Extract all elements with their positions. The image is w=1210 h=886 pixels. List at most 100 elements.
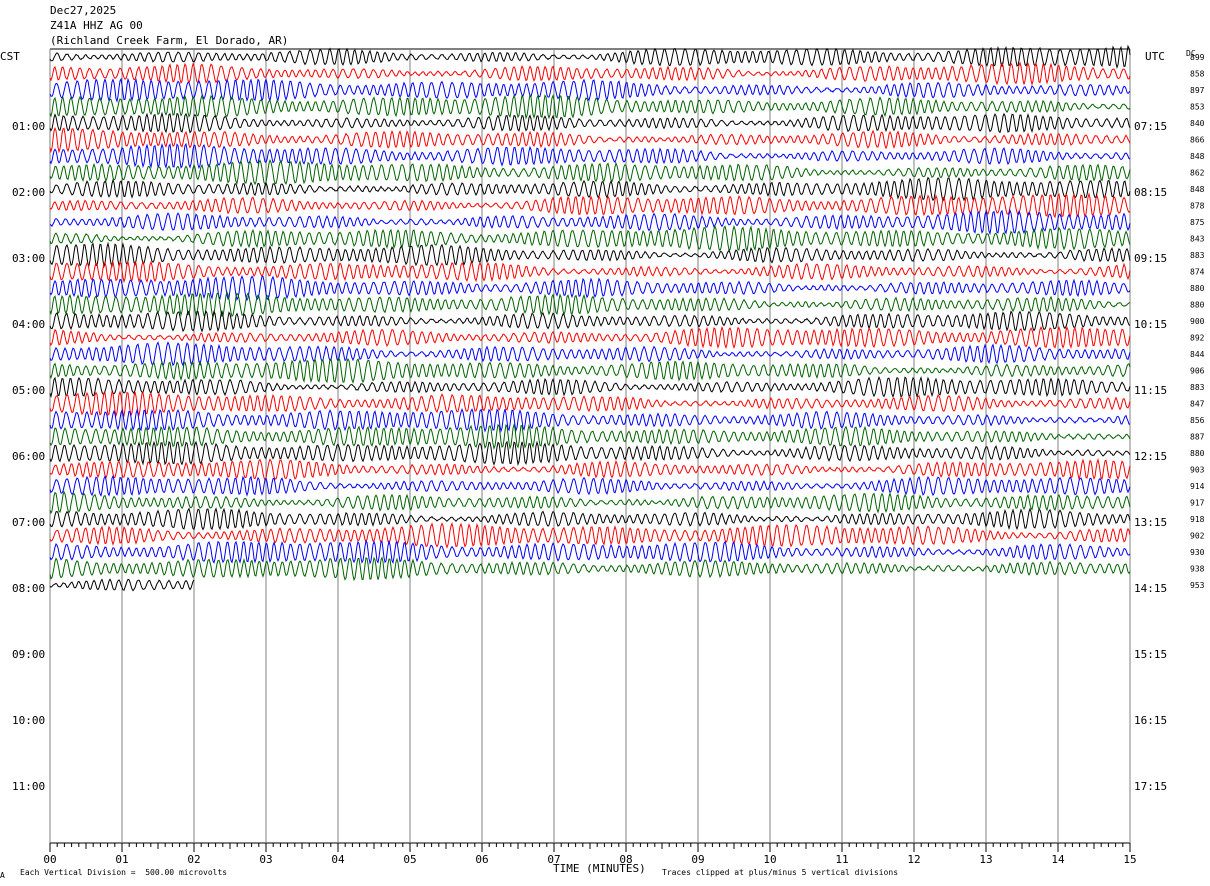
trace-line [49,93,1131,120]
trace-line [49,440,1131,467]
trace-line [49,111,1131,134]
dc-offset-label: 897 [1190,86,1205,95]
trace-line [49,126,1131,154]
header-date: Dec27,2025 [50,4,117,17]
trace-line [49,474,1131,497]
trace-line [49,61,1131,86]
dc-offset-label: 878 [1190,202,1205,211]
dc-offset-label: 848 [1190,185,1205,194]
cst-label: CST [0,50,20,63]
dc-offset-label: 847 [1190,400,1205,409]
dc-offset-label: 848 [1190,152,1205,161]
dc-offset-label: 880 [1190,449,1205,458]
x-tick-label: 09 [691,853,704,866]
dc-offset-label: 862 [1190,169,1205,178]
dc-offset-label: 874 [1190,268,1205,277]
utc-hour-label: 15:15 [1134,648,1167,661]
dc-offset-label: 887 [1190,433,1205,442]
x-tick-label: 06 [475,853,488,866]
trace-line [49,192,1131,219]
cst-hour-label: 07:00 [12,516,45,529]
x-tick-label: 03 [259,853,272,866]
trace-line [49,423,1131,450]
x-tick-label: 14 [1051,853,1065,866]
dc-offset-label: 900 [1190,317,1205,326]
x-tick-label: 05 [403,853,416,866]
utc-hour-label: 17:15 [1134,780,1167,793]
cst-hour-label: 04:00 [12,318,45,331]
cst-hour-label: 08:00 [12,582,45,595]
cst-hour-label: 11:00 [12,780,45,793]
dc-offset-label: 858 [1190,70,1205,79]
x-tick-label: 15 [1123,853,1136,866]
dc-offset-label: 856 [1190,416,1205,425]
cst-hour-label: 05:00 [12,384,45,397]
dc-offset-label: 875 [1190,218,1205,227]
dc-offset-label: 892 [1190,334,1205,343]
x-tick-label: 00 [43,853,56,866]
trace-line [49,357,1131,384]
dc-label: DC [1186,49,1196,58]
x-tick-label: 11 [835,853,848,866]
dc-offset-label: 918 [1190,515,1205,524]
trace-line [49,176,1131,203]
trace-line [49,578,195,592]
trace-line [49,375,1131,399]
dc-offset-label: 853 [1190,103,1205,112]
x-tick-label: 02 [187,853,200,866]
dc-offset-label: 843 [1190,235,1205,244]
cst-hour-label: 09:00 [12,648,45,661]
dc-offset-label: 917 [1190,499,1205,508]
trace-line [49,260,1131,284]
trace-line [49,241,1131,269]
trace-line [49,224,1131,253]
utc-hour-label: 12:15 [1134,450,1167,463]
trace-line [49,539,1131,565]
utc-hour-label: 08:15 [1134,186,1167,199]
utc-hour-label: 13:15 [1134,516,1167,529]
x-tick-label: 08 [619,853,632,866]
dc-offset-label: 880 [1190,301,1205,310]
dc-offset-label: 953 [1190,581,1205,590]
utc-hour-label: 14:15 [1134,582,1167,595]
trace-line [49,142,1131,170]
utc-label: UTC [1145,50,1165,63]
trace-line [49,407,1130,433]
trace-line [49,556,1131,582]
cst-hour-label: 06:00 [12,450,45,463]
trace-line [49,44,1131,70]
dc-offset-label: 840 [1190,119,1205,128]
dc-offset-label: 903 [1190,466,1205,475]
cst-hour-label: 01:00 [12,120,45,133]
x-tick-label: 10 [763,853,776,866]
clip-note: Traces clipped at plus/minus 5 vertical … [662,868,899,877]
x-tick-label: 07 [547,853,560,866]
header-location: (Richland Creek Farm, El Dorado, AR) [50,34,289,47]
trace-line [49,390,1131,418]
trace-line [49,290,1131,319]
utc-hour-label: 09:15 [1134,252,1167,265]
trace-line [49,274,1131,302]
trace-line [49,341,1131,368]
trace-line [49,522,1131,549]
corner-mark: A [0,871,5,880]
dc-offset-label: 930 [1190,548,1205,557]
trace-line [49,490,1131,515]
dc-offset-label: 899 [1190,53,1205,62]
dc-offset-label: 844 [1190,350,1205,359]
dc-offset-label: 883 [1190,383,1205,392]
x-tick-label: 04 [331,853,345,866]
x-axis-label: TIME (MINUTES) [553,862,646,875]
dc-offset-label: 938 [1190,565,1205,574]
trace-line [49,507,1131,531]
cst-hour-label: 02:00 [12,186,45,199]
dc-offset-label: 906 [1190,367,1205,376]
cst-hour-label: 03:00 [12,252,45,265]
dc-offset-label: 880 [1190,284,1205,293]
trace-line [49,457,1131,482]
trace-line [49,208,1131,236]
utc-hour-label: 07:15 [1134,120,1167,133]
utc-hour-label: 11:15 [1134,384,1167,397]
trace-line [49,77,1131,103]
